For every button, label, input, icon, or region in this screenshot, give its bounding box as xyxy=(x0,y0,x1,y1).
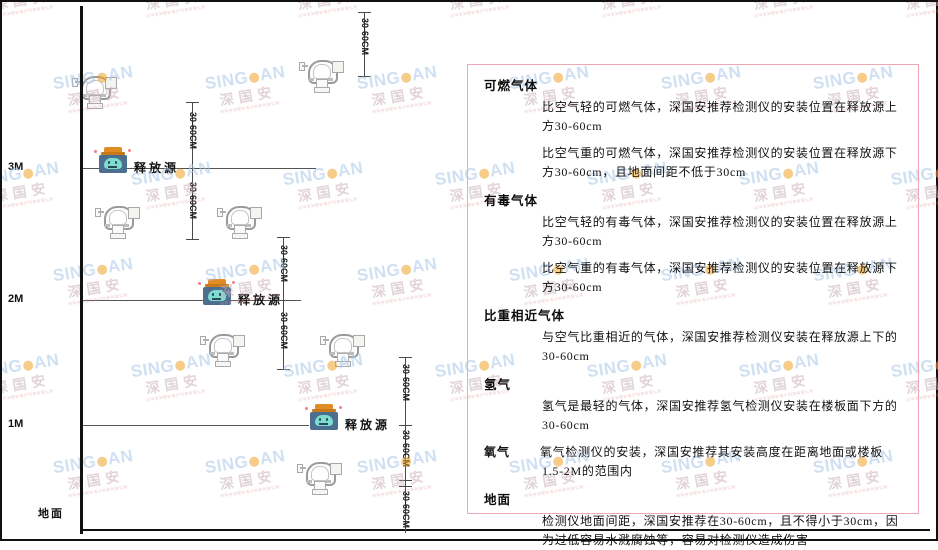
dimension-tick xyxy=(358,12,371,13)
watermark-chinese: 深国安 xyxy=(874,2,938,19)
dimension-tick xyxy=(186,168,199,169)
watermark-chinese: 深国安 xyxy=(722,2,842,19)
release-source-label: 释放源 xyxy=(345,418,391,432)
dimension-tick xyxy=(277,369,290,370)
gas-detector-icon xyxy=(95,204,140,239)
guideline-paragraph: 比空气重的可燃气体，深国安推荐检测仪的安装位置在释放源下方30-60cm，且地面… xyxy=(542,146,898,179)
dimension-tick xyxy=(399,425,412,426)
dimension-tick xyxy=(399,480,412,481)
axis-label-1m: 1M xyxy=(8,418,24,430)
gas-detector-icon xyxy=(297,460,342,495)
release-source-icon xyxy=(305,404,342,430)
level-line-1m xyxy=(81,425,309,426)
dimension-tick xyxy=(277,237,290,238)
watermark-chinese: 深国安 xyxy=(570,2,690,19)
release-source-label: 释放源 xyxy=(134,161,180,175)
ground-label: 地面 xyxy=(38,508,64,520)
watermark-subtext: 深圳市深国安电子科技有限公司 xyxy=(753,4,814,19)
gas-detector-icon xyxy=(200,332,245,367)
axis-label-2m: 2M xyxy=(8,293,24,305)
guideline-paragraph: 比空气轻的有毒气体，深国安推荐检测仪的安装位置在释放源上方30-60cm xyxy=(542,215,898,248)
guideline-section: 比重相近气体与空气比重相近的气体，深国安推荐检测仪安装在释放源上下的30-60c… xyxy=(484,305,904,366)
dimension-tick xyxy=(399,486,412,487)
dimension-line xyxy=(192,102,193,239)
guideline-heading: 比重相近气体 xyxy=(484,309,566,323)
dimension-tick xyxy=(186,102,199,103)
dimension-line xyxy=(364,12,365,76)
guideline-paragraph: 氢气是最轻的气体，深国安推荐氢气检测仪安装在楼板面下方的30-60cm xyxy=(542,399,898,432)
installation-height-diagram xyxy=(2,2,462,543)
guideline-heading: 有毒气体 xyxy=(484,194,539,208)
release-source-icon xyxy=(94,147,131,173)
gas-detector-icon xyxy=(72,74,117,109)
dimension-line xyxy=(405,357,406,533)
guideline-section: 氢气氢气是最轻的气体，深国安推荐氢气检测仪安装在楼板面下方的30-60cm xyxy=(484,374,904,435)
release-source-label: 释放源 xyxy=(238,293,284,307)
guideline-section: 有毒气体 比空气轻的有毒气体，深国安推荐检测仪的安装位置在释放源上方30-60cm… xyxy=(484,190,904,297)
watermark-subtext: 深圳市深国安电子科技有限公司 xyxy=(601,4,662,19)
guideline-paragraph: 检测仪地面间距，深国安推荐在30-60cm，且不得小于30cm，因为过低容易水溅… xyxy=(542,514,899,547)
guideline-heading: 氢气 xyxy=(484,378,512,392)
guideline-heading: 氧气 xyxy=(484,445,511,459)
vertical-axis xyxy=(80,6,83,534)
release-source-icon xyxy=(198,279,235,305)
guideline-section: 可燃气体 比空气轻的可燃气体，深国安推荐检测仪的安装位置在释放源上方30-60cm… xyxy=(484,75,904,182)
dimension-tick xyxy=(186,239,199,240)
gas-detector-icon xyxy=(299,58,344,93)
dimension-tick xyxy=(358,76,371,77)
guideline-heading: 可燃气体 xyxy=(484,79,539,93)
guideline-paragraph: 比空气重的有毒气体，深国安推荐检测仪的安装位置在释放源下方30-60cm xyxy=(542,261,898,294)
watermark-subtext: 深圳市深国安电子科技有限公司 xyxy=(905,4,938,19)
dimension-tick xyxy=(277,300,290,301)
axis-label-3m: 3M xyxy=(8,161,24,173)
ground-baseline xyxy=(80,529,930,531)
guideline-text: 氧气检测仪的安装，深国安推荐其安装高度在距离地面或楼板1.5-2M的范围内 xyxy=(540,445,883,478)
guideline-paragraph: 与空气比重相近的气体，深国安推荐检测仪安装在释放源上下的30-60cm xyxy=(542,330,898,363)
guideline-paragraph: 氧气 氧气检测仪的安装，深国安推荐其安装高度在距离地面或楼板1.5-2M的范围内 xyxy=(484,443,904,481)
gas-installation-guidelines-panel: 可燃气体 比空气轻的可燃气体，深国安推荐检测仪的安装位置在释放源上方30-60cm… xyxy=(467,64,919,547)
guideline-heading: 地面 xyxy=(484,493,512,507)
guideline-section: 氧气 氧气检测仪的安装，深国安推荐其安装高度在距离地面或楼板1.5-2M的范围内 xyxy=(484,443,904,481)
dimension-line xyxy=(283,237,284,369)
gas-detector-icon xyxy=(320,332,365,367)
level-line-2m xyxy=(81,300,301,301)
gas-detector-icon xyxy=(217,204,262,239)
guideline-paragraph: 比空气轻的可燃气体，深国安推荐检测仪的安装位置在释放源上方30-60cm xyxy=(542,100,898,133)
dimension-tick xyxy=(399,357,412,358)
